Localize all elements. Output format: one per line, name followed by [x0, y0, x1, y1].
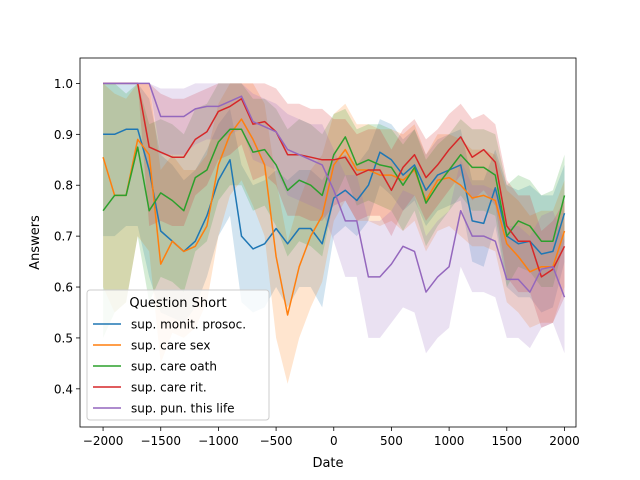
x-tick-label: −500	[260, 434, 293, 448]
plot-frame	[79, 57, 577, 428]
y-tick-label: 0.9	[54, 128, 73, 142]
confidence-band-2	[103, 83, 565, 338]
confidence-band-1	[103, 83, 565, 384]
y-axis-label: Answers	[28, 215, 43, 270]
series-line-4	[103, 82, 566, 298]
y-tick-label: 0.6	[54, 281, 73, 295]
legend-label-4: sup. pun. this life	[131, 402, 235, 416]
legend-label-0: sup. monit. prosoc.	[131, 318, 246, 332]
series-line-2	[102, 128, 566, 242]
legend: Question Short sup. monit. prosoc. sup. c…	[86, 289, 270, 421]
x-tick-label: 2000	[549, 434, 580, 448]
x-tick-label: −1000	[198, 434, 239, 448]
x-axis-ticks: −2000 −1500 −1000 −500 0 500 1000 1500 2000	[83, 427, 580, 448]
y-tick-label: 0.7	[54, 230, 73, 244]
confidence-band-3	[103, 83, 565, 328]
legend-label-1: sup. care sex	[131, 339, 210, 353]
y-tick-label: 0.8	[54, 179, 73, 193]
legend-title: Question Short	[129, 296, 226, 311]
y-tick-label: 0.4	[54, 382, 73, 396]
confidence-band-4	[103, 83, 565, 354]
x-tick-label: 500	[380, 434, 403, 448]
series-line-1	[102, 118, 566, 316]
x-tick-label: 1500	[492, 434, 523, 448]
y-tick-label: 1.0	[54, 77, 73, 91]
series-lines	[102, 82, 566, 316]
x-tick-label: −2000	[83, 434, 124, 448]
series-line-3	[103, 82, 566, 278]
legend-entries: sup. monit. prosoc. sup. care sex sup. car…	[93, 318, 246, 416]
x-tick-label: −1500	[140, 434, 181, 448]
legend-box	[86, 289, 270, 421]
x-tick-label: 0	[330, 434, 338, 448]
y-axis-ticks: 0.4 0.5 0.6 0.7 0.8 0.9 1.0	[54, 77, 80, 396]
legend-label-3: sup. care rit.	[131, 381, 207, 395]
x-axis-label: Date	[312, 456, 343, 471]
y-tick-label: 0.5	[54, 331, 73, 345]
x-tick-label: 1000	[434, 434, 465, 448]
confidence-bands	[103, 83, 565, 384]
legend-label-2: sup. care oath	[131, 360, 217, 374]
